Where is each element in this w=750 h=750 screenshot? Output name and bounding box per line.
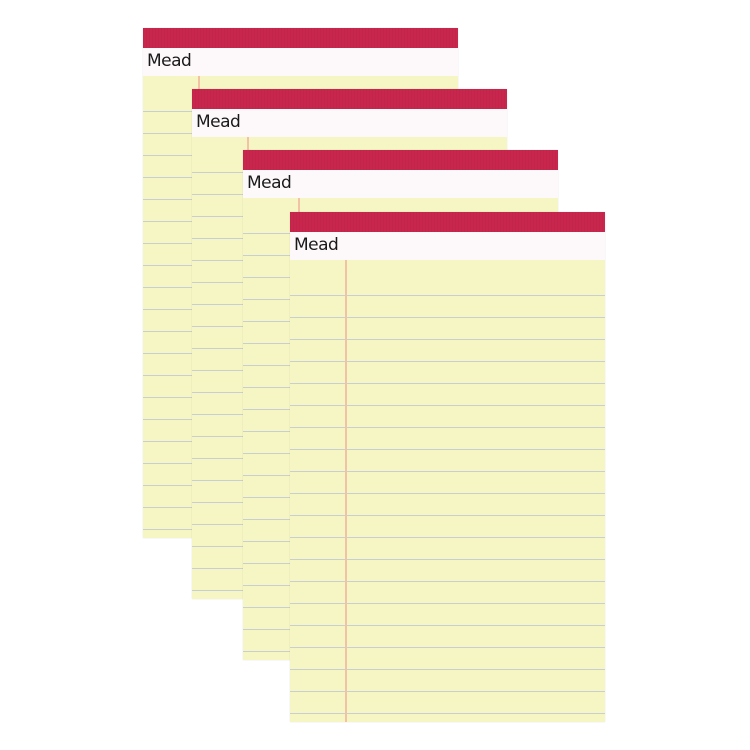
paper-top <box>243 198 558 212</box>
header-strip: Mead <box>143 48 458 76</box>
binding-band <box>143 28 458 48</box>
brand-logo: Mead <box>196 112 241 132</box>
binding-band <box>192 89 507 109</box>
brand-logo: Mead <box>147 51 192 71</box>
legal-pad-4: Mead <box>290 212 605 722</box>
header-strip: Mead <box>192 109 507 137</box>
paper-top <box>143 76 458 90</box>
paper-top <box>290 260 605 274</box>
margin-line <box>345 260 347 722</box>
header-strip: Mead <box>243 170 558 198</box>
paper-top <box>192 137 507 151</box>
binding-band <box>243 150 558 170</box>
header-strip: Mead <box>290 232 605 260</box>
binding-band <box>290 212 605 232</box>
brand-logo: Mead <box>247 173 292 193</box>
brand-logo: Mead <box>294 235 339 255</box>
